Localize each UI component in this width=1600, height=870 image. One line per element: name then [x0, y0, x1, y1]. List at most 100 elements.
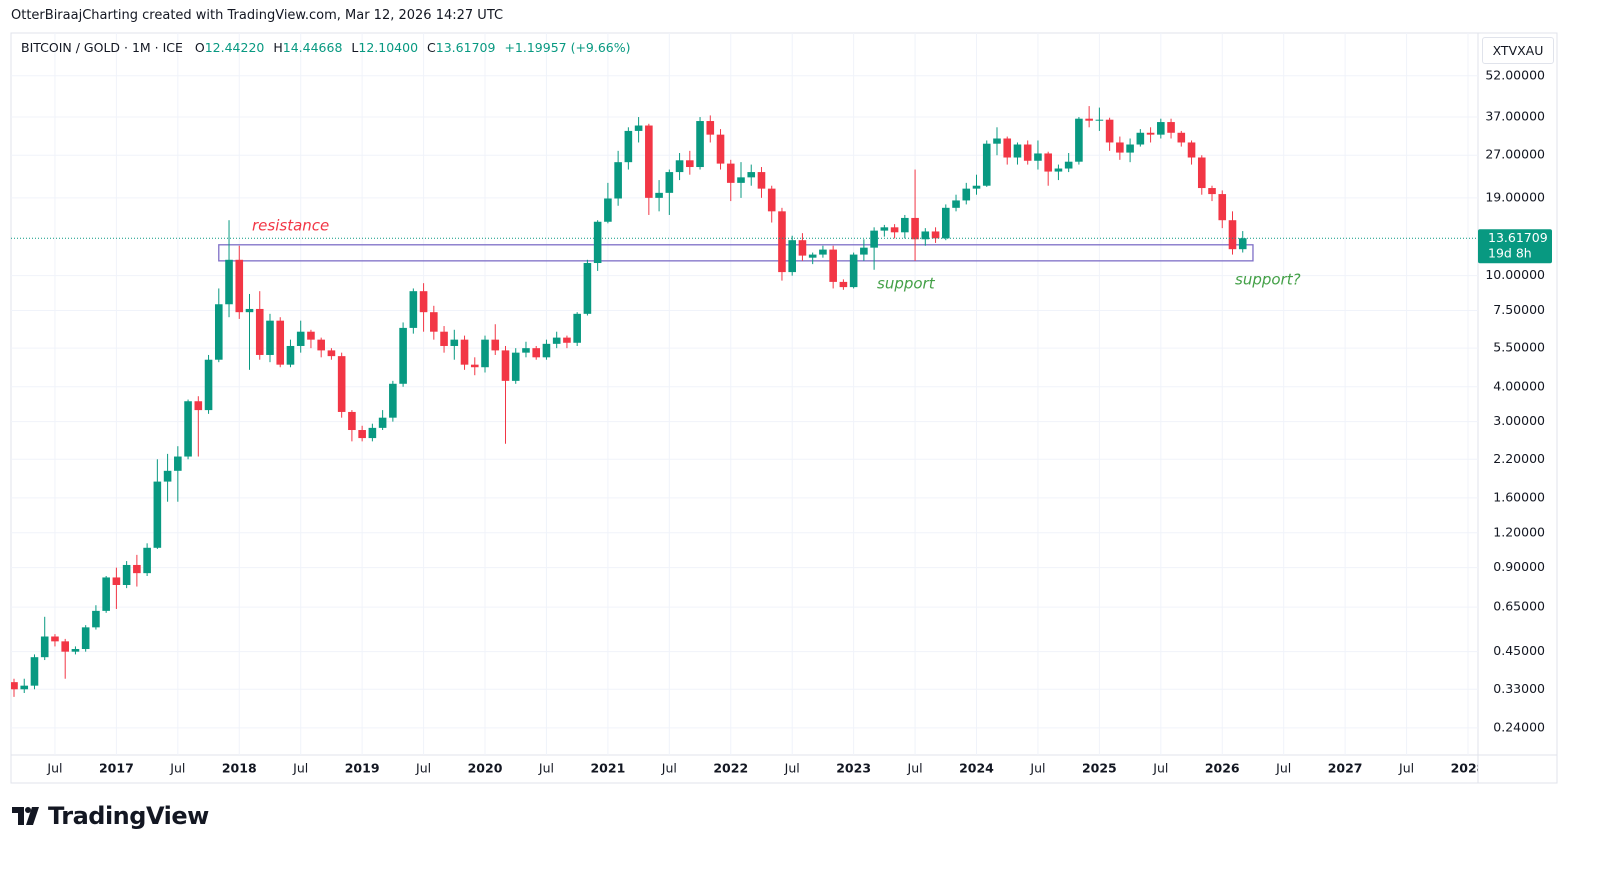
- candle-body: [860, 247, 868, 255]
- candle-body: [409, 291, 418, 328]
- y-tick-label: 19.00000: [1485, 189, 1545, 204]
- candle-body: [11, 682, 18, 690]
- x-tick-label: 2025: [1082, 761, 1117, 776]
- candle-body: [71, 649, 80, 652]
- y-tick-label: 7.50000: [1493, 302, 1545, 317]
- y-tick-label: 0.65000: [1493, 599, 1545, 614]
- x-tick-label: 2017: [99, 761, 134, 776]
- candle-body: [430, 312, 438, 332]
- candle-body: [358, 430, 366, 439]
- candle-body: [1116, 142, 1124, 153]
- candle-body: [214, 304, 223, 360]
- candle-body: [675, 160, 684, 173]
- symbol-button[interactable]: XTVXAU: [1482, 37, 1554, 64]
- candle-body: [808, 254, 817, 258]
- last-price-label: 13.61709: [1488, 230, 1548, 245]
- candle-body: [1034, 153, 1042, 161]
- legend-value: 12.44220: [204, 40, 265, 55]
- candle-body: [92, 610, 100, 628]
- candle-body: [245, 308, 254, 313]
- candle-body: [1054, 168, 1063, 172]
- x-tick-label: 2022: [713, 761, 748, 776]
- candle-body: [1146, 132, 1155, 135]
- candle-body: [604, 198, 612, 222]
- candle-body: [921, 231, 930, 240]
- candle-body: [542, 343, 551, 358]
- candle-body: [532, 348, 541, 358]
- y-tick-label: 2.20000: [1493, 451, 1545, 466]
- y-tick-label: 0.90000: [1493, 559, 1545, 574]
- candle-body: [962, 188, 971, 201]
- candle-body: [81, 627, 90, 650]
- y-tick-label: 0.45000: [1493, 643, 1545, 658]
- candle-body: [122, 564, 131, 585]
- y-tick-label: 0.33000: [1493, 681, 1545, 696]
- candle-body: [481, 339, 489, 368]
- candle-body: [726, 163, 735, 183]
- candle-body: [1023, 144, 1032, 161]
- candle-body: [696, 121, 704, 168]
- support-resistance-zone: [218, 244, 1254, 262]
- candle-body: [194, 401, 203, 411]
- x-tick-label: Jul: [1275, 761, 1291, 776]
- candle-body: [491, 339, 500, 351]
- y-tick-label: 27.00000: [1485, 147, 1545, 162]
- candle-body: [1228, 220, 1237, 250]
- candle-body: [788, 240, 796, 273]
- candle-body: [901, 217, 909, 233]
- candle-body: [143, 547, 151, 574]
- x-tick-label: Jul: [415, 761, 431, 776]
- logo-text: TradingView: [48, 802, 209, 830]
- candle-body: [296, 331, 305, 346]
- x-tick-label: 2020: [468, 761, 503, 776]
- y-tick-label: 52.00000: [1485, 67, 1545, 82]
- candle-body: [235, 259, 244, 313]
- legend-change: +1.19957 (+9.66%): [504, 40, 631, 55]
- x-tick-label: 2026: [1205, 761, 1240, 776]
- y-tick-label: 1.60000: [1493, 489, 1545, 504]
- candle-body: [573, 313, 581, 343]
- candle-body: [778, 211, 786, 273]
- logo: TradingView: [12, 802, 209, 830]
- candle-body: [20, 685, 29, 690]
- candle-body: [686, 160, 694, 168]
- candle-body: [614, 162, 622, 199]
- x-tick-label: Jul: [46, 761, 62, 776]
- candle-body: [839, 281, 848, 288]
- candle-body: [348, 411, 356, 431]
- candle-body: [563, 337, 571, 343]
- x-tick-label: Jul: [784, 761, 800, 776]
- candle-body: [337, 356, 346, 412]
- candle-body: [1105, 119, 1114, 143]
- chart-caption: OtterBiraajCharting created with Trading…: [11, 8, 504, 23]
- candle-body: [184, 401, 192, 457]
- candle-body: [593, 221, 602, 264]
- annotation: support?: [1235, 271, 1301, 289]
- legend-key: O: [194, 40, 205, 55]
- candle-body: [1197, 157, 1206, 189]
- candle-body: [1044, 153, 1052, 172]
- candle-body: [870, 230, 878, 248]
- legend-title: BITCOIN / GOLD · 1M · ICE: [21, 40, 183, 55]
- candle-body: [163, 470, 172, 482]
- candle-body: [460, 339, 469, 365]
- legend-key: L: [351, 40, 359, 55]
- candle-body: [880, 227, 889, 231]
- candle-body: [1177, 132, 1186, 143]
- candle-body: [1003, 138, 1012, 158]
- candle-body: [982, 143, 991, 186]
- x-tick-label: Jul: [1029, 761, 1045, 776]
- x-tick-label: 2021: [590, 761, 625, 776]
- candle-body: [133, 564, 141, 574]
- candle-body: [941, 207, 950, 239]
- y-tick-label: 5.50000: [1493, 340, 1545, 355]
- candle-body: [665, 172, 674, 193]
- candle-body: [1167, 122, 1175, 133]
- x-tick-label: 2023: [836, 761, 871, 776]
- logo-icon: [12, 807, 39, 825]
- candle-body: [972, 185, 981, 189]
- candle-body: [511, 352, 520, 381]
- x-tick-label: 2019: [345, 761, 380, 776]
- candle-body: [389, 383, 397, 418]
